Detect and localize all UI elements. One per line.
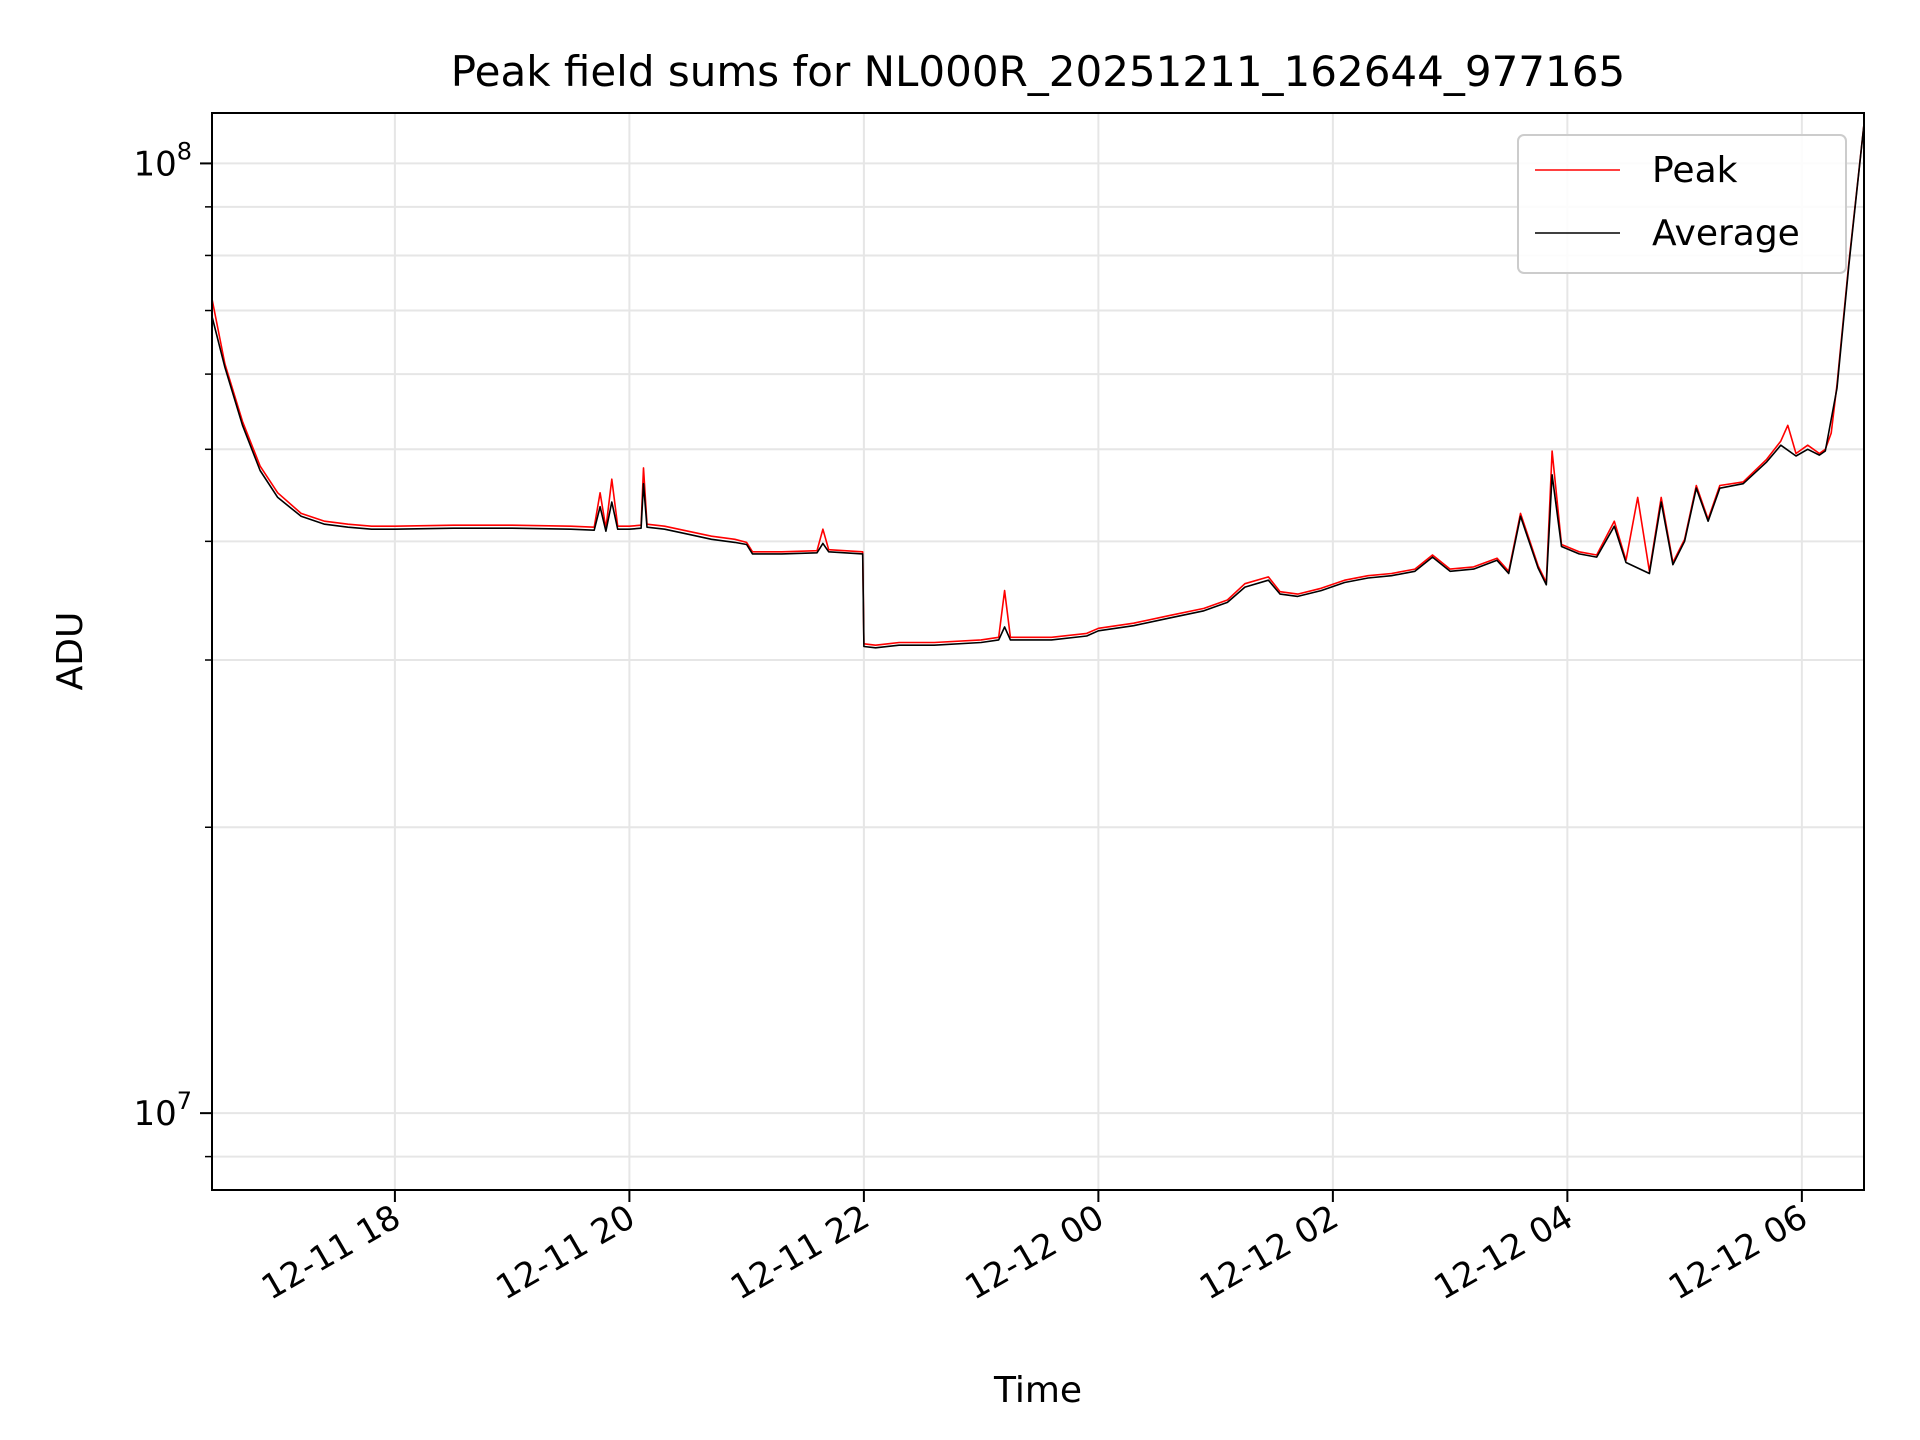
y-tick-label: 107 bbox=[133, 1087, 192, 1134]
x-axis-label: Time bbox=[993, 1370, 1082, 1411]
y-tick-label: 108 bbox=[133, 137, 192, 184]
y-axis-label: ADU bbox=[50, 612, 91, 691]
grid bbox=[212, 113, 1864, 1190]
series-lines bbox=[211, 124, 1865, 649]
legend: Peak Average bbox=[1517, 134, 1847, 274]
series-line-average bbox=[211, 124, 1865, 649]
plot-frame bbox=[211, 112, 1865, 1191]
legend-label-average: Average bbox=[1652, 213, 1800, 254]
y-axis-ticks: 107 108 bbox=[133, 137, 212, 1158]
chart-title: Peak field sums for NL000R_20251211_1626… bbox=[451, 47, 1625, 96]
legend-label-peak: Peak bbox=[1652, 150, 1738, 191]
